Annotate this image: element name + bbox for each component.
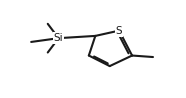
Text: Si: Si [54, 33, 63, 43]
Text: S: S [116, 26, 122, 36]
